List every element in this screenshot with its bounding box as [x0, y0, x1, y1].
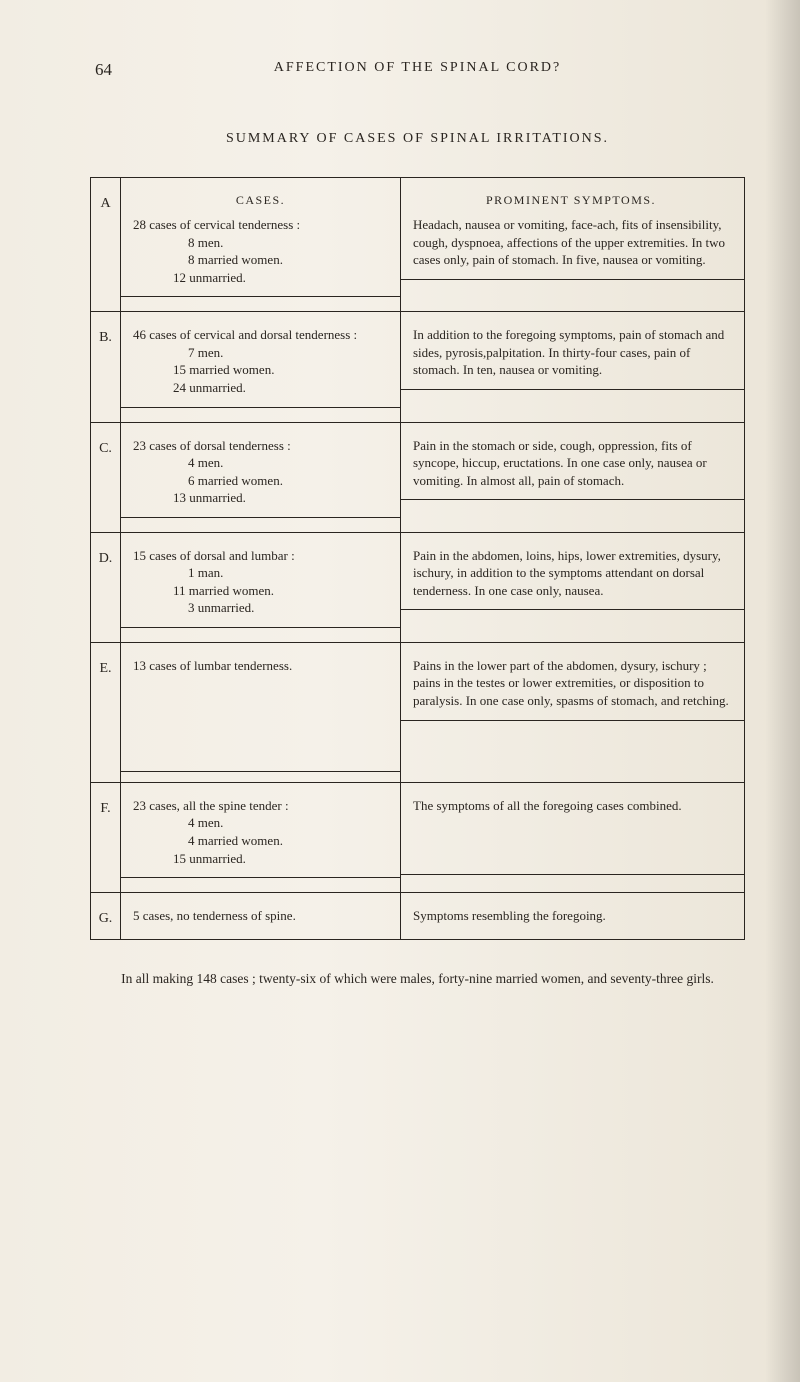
symptoms-text: Headach, nausea or vomiting, face-ach, f… — [413, 216, 729, 269]
cases-line: 8 men. — [133, 234, 388, 252]
cases-line: 4 men. — [133, 814, 388, 832]
cases-line: 13 unmarried. — [133, 489, 388, 507]
inner-divider — [121, 877, 400, 878]
summary-table: A CASES. 28 cases of cervical tenderness… — [90, 177, 745, 940]
cases-line: 15 unmarried. — [133, 850, 388, 868]
page-container: 64 AFFECTION OF THE SPINAL CORD? SUMMARY… — [0, 0, 800, 1382]
cases-line: 6 married women. — [133, 472, 388, 490]
page-header: AFFECTION OF THE SPINAL CORD? — [90, 60, 745, 76]
inner-divider — [401, 874, 744, 875]
row-label: G. — [91, 893, 121, 939]
symptoms-cell: Pain in the stomach or side, cough, oppr… — [401, 423, 744, 532]
cases-line: 15 married women. — [133, 361, 388, 379]
symptoms-cell: Pain in the abdomen, loins, hips, lower … — [401, 533, 744, 642]
cases-intro: 23 cases, all the spine tender : — [133, 797, 388, 815]
inner-divider — [401, 720, 744, 721]
cases-line: 11 married women. — [133, 582, 388, 600]
table-row: D. 15 cases of dorsal and lumbar : 1 man… — [91, 533, 744, 643]
cases-cell: 46 cases of cervical and dorsal tenderne… — [121, 312, 401, 421]
inner-divider — [121, 771, 400, 772]
cases-cell: CASES. 28 cases of cervical tenderness :… — [121, 178, 401, 311]
cases-line: 12 unmarried. — [133, 269, 388, 287]
inner-divider — [121, 296, 400, 297]
table-row: G. 5 cases, no tenderness of spine. Symp… — [91, 893, 744, 939]
row-label: D. — [91, 533, 121, 642]
row-label: F. — [91, 783, 121, 892]
cases-cell: 23 cases, all the spine tender : 4 men. … — [121, 783, 401, 892]
cases-intro: 5 cases, no tenderness of spine. — [133, 907, 388, 925]
cases-intro: 13 cases of lumbar tenderness. — [133, 657, 388, 675]
table-title: SUMMARY OF CASES OF SPINAL IRRITATIONS. — [90, 131, 745, 147]
table-row: A CASES. 28 cases of cervical tenderness… — [91, 178, 744, 312]
symptoms-text: Pains in the lower part of the abdomen, … — [413, 657, 729, 710]
cases-line: 4 married women. — [133, 832, 388, 850]
cases-line: 8 married women. — [133, 251, 388, 269]
inner-divider — [121, 517, 400, 518]
cases-cell: 23 cases of dorsal tenderness : 4 men. 6… — [121, 423, 401, 532]
inner-divider — [401, 499, 744, 500]
cases-line: 3 unmarried. — [133, 599, 388, 617]
inner-divider — [401, 389, 744, 390]
symptoms-text: In addition to the foregoing symptoms, p… — [413, 326, 729, 379]
cases-line: 7 men. — [133, 344, 388, 362]
row-label: C. — [91, 423, 121, 532]
symptoms-cell: Pains in the lower part of the abdomen, … — [401, 643, 744, 782]
cases-line: 1 man. — [133, 564, 388, 582]
row-label: B. — [91, 312, 121, 421]
inner-divider — [121, 627, 400, 628]
symptoms-cell: The symptoms of all the foregoing cases … — [401, 783, 744, 892]
cases-intro: 23 cases of dorsal tenderness : — [133, 437, 388, 455]
cases-cell: 15 cases of dorsal and lumbar : 1 man. 1… — [121, 533, 401, 642]
cases-intro: 46 cases of cervical and dorsal tenderne… — [133, 326, 388, 344]
symptoms-text: The symptoms of all the foregoing cases … — [413, 797, 729, 815]
row-label: E. — [91, 643, 121, 782]
inner-divider — [401, 609, 744, 610]
symptoms-text: Pain in the stomach or side, cough, oppr… — [413, 437, 729, 490]
table-row: C. 23 cases of dorsal tenderness : 4 men… — [91, 423, 744, 533]
cases-intro: 15 cases of dorsal and lumbar : — [133, 547, 388, 565]
symptoms-cell: PROMINENT SYMPTOMS. Headach, nausea or v… — [401, 178, 744, 311]
cases-cell: 13 cases of lumbar tenderness. — [121, 643, 401, 782]
table-row: F. 23 cases, all the spine tender : 4 me… — [91, 783, 744, 893]
cases-line: 4 men. — [133, 454, 388, 472]
footer-text: In all making 148 cases ; twenty-six of … — [90, 968, 745, 990]
table-row: B. 46 cases of cervical and dorsal tende… — [91, 312, 744, 422]
page-number: 64 — [95, 60, 112, 80]
symptoms-text: Pain in the abdomen, loins, hips, lower … — [413, 547, 729, 600]
cases-column-header: CASES. — [133, 192, 388, 208]
symptoms-cell: Symptoms resembling the foregoing. — [401, 893, 744, 939]
symptoms-text: Symptoms resembling the foregoing. — [413, 907, 729, 925]
cases-intro: 28 cases of cervical tenderness : — [133, 216, 388, 234]
cases-line: 24 unmarried. — [133, 379, 388, 397]
symptoms-cell: In addition to the foregoing symptoms, p… — [401, 312, 744, 421]
row-label: A — [91, 178, 121, 311]
inner-divider — [401, 279, 744, 280]
symptoms-column-header: PROMINENT SYMPTOMS. — [413, 192, 729, 208]
cases-cell: 5 cases, no tenderness of spine. — [121, 893, 401, 939]
inner-divider — [121, 407, 400, 408]
table-row: E. 13 cases of lumbar tenderness. Pains … — [91, 643, 744, 783]
